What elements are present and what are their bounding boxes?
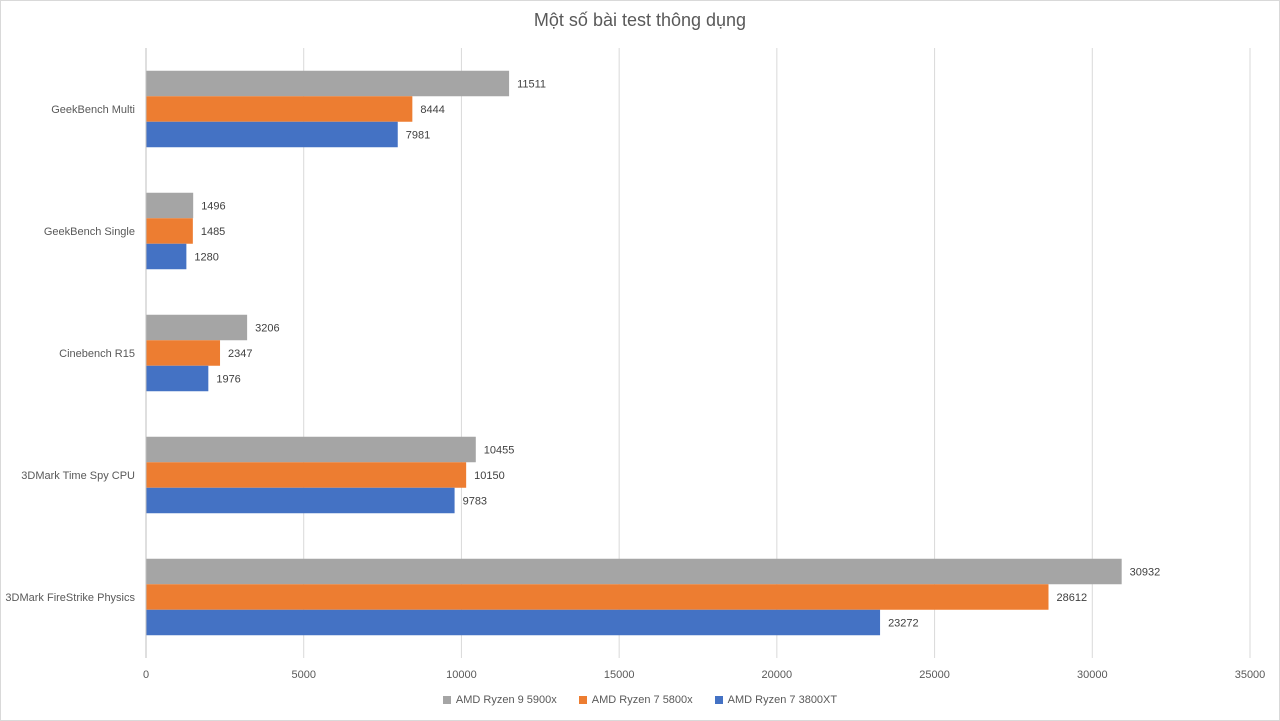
bar [146, 70, 510, 97]
category-label: Cinebench R15 [59, 348, 135, 360]
category-label: GeekBench Multi [51, 104, 135, 116]
legend-swatch [714, 696, 723, 704]
data-label: 1280 [194, 252, 218, 264]
data-label: 10455 [484, 445, 515, 457]
category-label: 3DMark FireStrike Physics [5, 592, 135, 604]
bar [146, 243, 187, 270]
legend-swatch [578, 696, 587, 704]
bar [146, 609, 881, 636]
bar [146, 340, 221, 366]
bar [146, 314, 248, 341]
data-label: 7981 [406, 130, 430, 142]
x-tick-label: 25000 [919, 669, 950, 681]
legend-label: AMD Ryzen 7 3800XT [727, 694, 838, 706]
legend-item: AMD Ryzen 7 3800XT [714, 694, 838, 706]
data-label: 1496 [201, 201, 225, 213]
data-label: 11511 [517, 79, 546, 91]
data-label: 1485 [201, 226, 225, 238]
bar [146, 487, 455, 514]
legend-label: AMD Ryzen 7 5800x [591, 694, 693, 706]
x-tick-label: 15000 [604, 669, 635, 681]
legend-swatch [442, 696, 451, 704]
bar [146, 192, 194, 219]
x-tick-label: 10000 [446, 669, 477, 681]
x-tick-label: 30000 [1077, 669, 1108, 681]
data-label: 2347 [228, 348, 252, 360]
x-tick-label: 20000 [762, 669, 793, 681]
chart-title: Một số bài test thông dụng [533, 10, 747, 30]
chart-legend: AMD Ryzen 9 5900x AMD Ryzen 7 5800x AMD Ry… [0, 694, 1280, 706]
data-label: 30932 [1130, 567, 1161, 579]
bar [146, 365, 209, 392]
bar [146, 584, 1049, 610]
x-tick-label: 5000 [291, 669, 315, 681]
legend-item: AMD Ryzen 7 5800x [578, 694, 693, 706]
x-tick-label: 35000 [1235, 669, 1266, 681]
legend-item: AMD Ryzen 9 5900x [442, 694, 557, 706]
data-label: 10150 [474, 470, 505, 482]
bar [146, 96, 413, 122]
data-label: 3206 [255, 323, 279, 335]
bar [146, 462, 467, 488]
bar [146, 436, 476, 463]
data-label: 1976 [216, 374, 240, 386]
data-label: 8444 [420, 104, 444, 116]
data-label: 28612 [1057, 592, 1088, 604]
bar [146, 218, 193, 244]
category-label: 3DMark Time Spy CPU [21, 470, 135, 482]
bar [146, 558, 1122, 585]
data-label: 9783 [463, 496, 487, 508]
data-label: 23272 [888, 618, 919, 630]
bar [146, 121, 398, 148]
legend-label: AMD Ryzen 9 5900x [455, 694, 557, 706]
x-tick-label: 0 [143, 669, 149, 681]
category-label: GeekBench Single [44, 226, 135, 238]
